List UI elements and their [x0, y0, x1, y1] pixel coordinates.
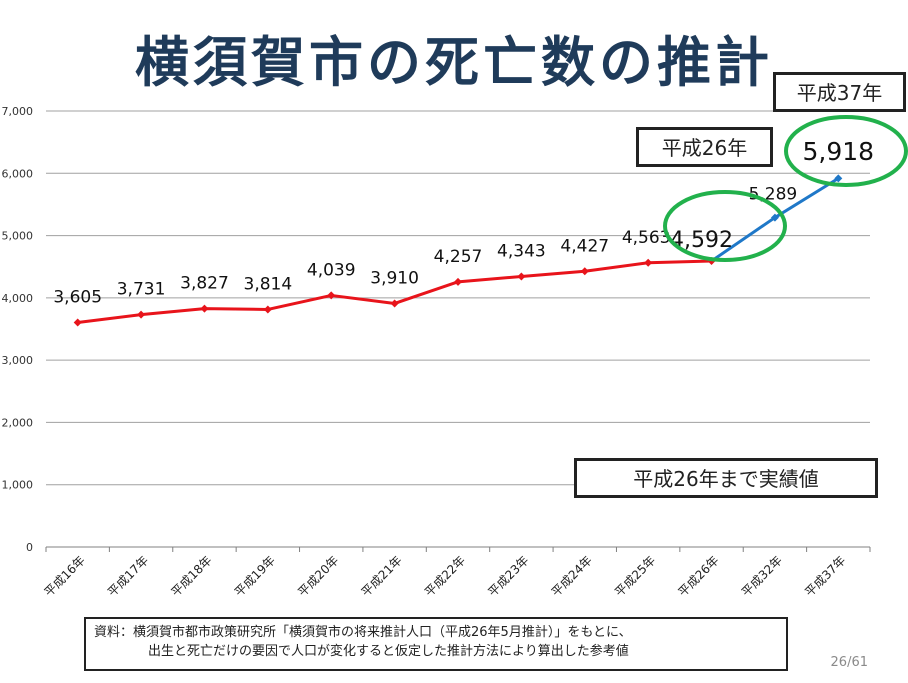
x-tick-label: 平成32年 [739, 553, 785, 599]
y-tick-label: 0 [26, 541, 33, 554]
y-tick-label: 6,000 [2, 167, 34, 180]
x-tick-label: 平成17年 [105, 553, 151, 599]
x-tick-label: 平成22年 [422, 553, 468, 599]
data-label: 4,427 [560, 236, 609, 256]
data-label: 4,343 [497, 241, 546, 261]
data-point [834, 174, 843, 183]
actual-values-note: 平成26年まで実績値 [574, 458, 878, 498]
data-point [263, 305, 272, 314]
highlight-circle-h26 [663, 190, 787, 262]
data-label: 3,814 [244, 274, 293, 294]
y-tick-label: 7,000 [2, 105, 34, 118]
data-label: 3,731 [117, 280, 166, 300]
x-tick-label: 平成26年 [675, 553, 721, 599]
x-tick-label: 平成24年 [549, 553, 595, 599]
data-point [137, 310, 146, 319]
x-tick-label: 平成16年 [42, 553, 88, 599]
y-tick-label: 2,000 [2, 416, 34, 429]
data-point [770, 213, 779, 222]
data-point [200, 304, 209, 313]
data-point [390, 299, 399, 308]
data-point [454, 277, 462, 286]
data-label: 4,257 [434, 247, 483, 267]
data-label: 5,289 [749, 185, 798, 205]
data-label: 4,039 [307, 260, 356, 280]
x-tick-label: 平成18年 [168, 553, 214, 599]
x-tick-label: 平成21年 [359, 553, 405, 599]
data-label: 3,827 [180, 274, 229, 294]
y-tick-label: 4,000 [2, 292, 34, 305]
data-point [644, 258, 653, 267]
source-line-2: 出生と死亡だけの要因で人口が変化すると仮定した推計方法により算出した参考値 [148, 644, 629, 659]
page-number: 26/61 [830, 655, 868, 670]
data-point [327, 291, 336, 300]
page-title: 横須賀市の死亡数の推計 [135, 31, 773, 94]
callout-h26: 平成26年 [636, 127, 773, 167]
data-point [517, 272, 526, 281]
data-point [73, 318, 82, 327]
data-label: 5,918 [803, 137, 875, 166]
x-tick-label: 平成19年 [232, 553, 278, 599]
y-tick-label: 1,000 [2, 479, 34, 492]
data-label: 3,605 [53, 287, 102, 307]
x-tick-label: 平成37年 [802, 553, 848, 599]
x-tick-label: 平成20年 [295, 553, 341, 599]
x-tick-label: 平成25年 [612, 553, 658, 599]
y-tick-label: 3,000 [2, 354, 34, 367]
highlight-circle-h37 [784, 115, 908, 187]
callout-h37: 平成37年 [773, 72, 906, 112]
source-line-1: 資料：横須賀市都市政策研究所「横須賀市の将来推計人口（平成26年5月推計）」をも… [94, 625, 632, 640]
x-tick-label: 平成23年 [485, 553, 531, 599]
data-label: 3,910 [370, 268, 419, 288]
data-point [580, 267, 589, 276]
data-label: 4,563 [622, 228, 671, 248]
y-tick-label: 5,000 [2, 230, 34, 243]
source-note: 資料：横須賀市都市政策研究所「横須賀市の将来推計人口（平成26年5月推計）」をも… [84, 617, 788, 671]
